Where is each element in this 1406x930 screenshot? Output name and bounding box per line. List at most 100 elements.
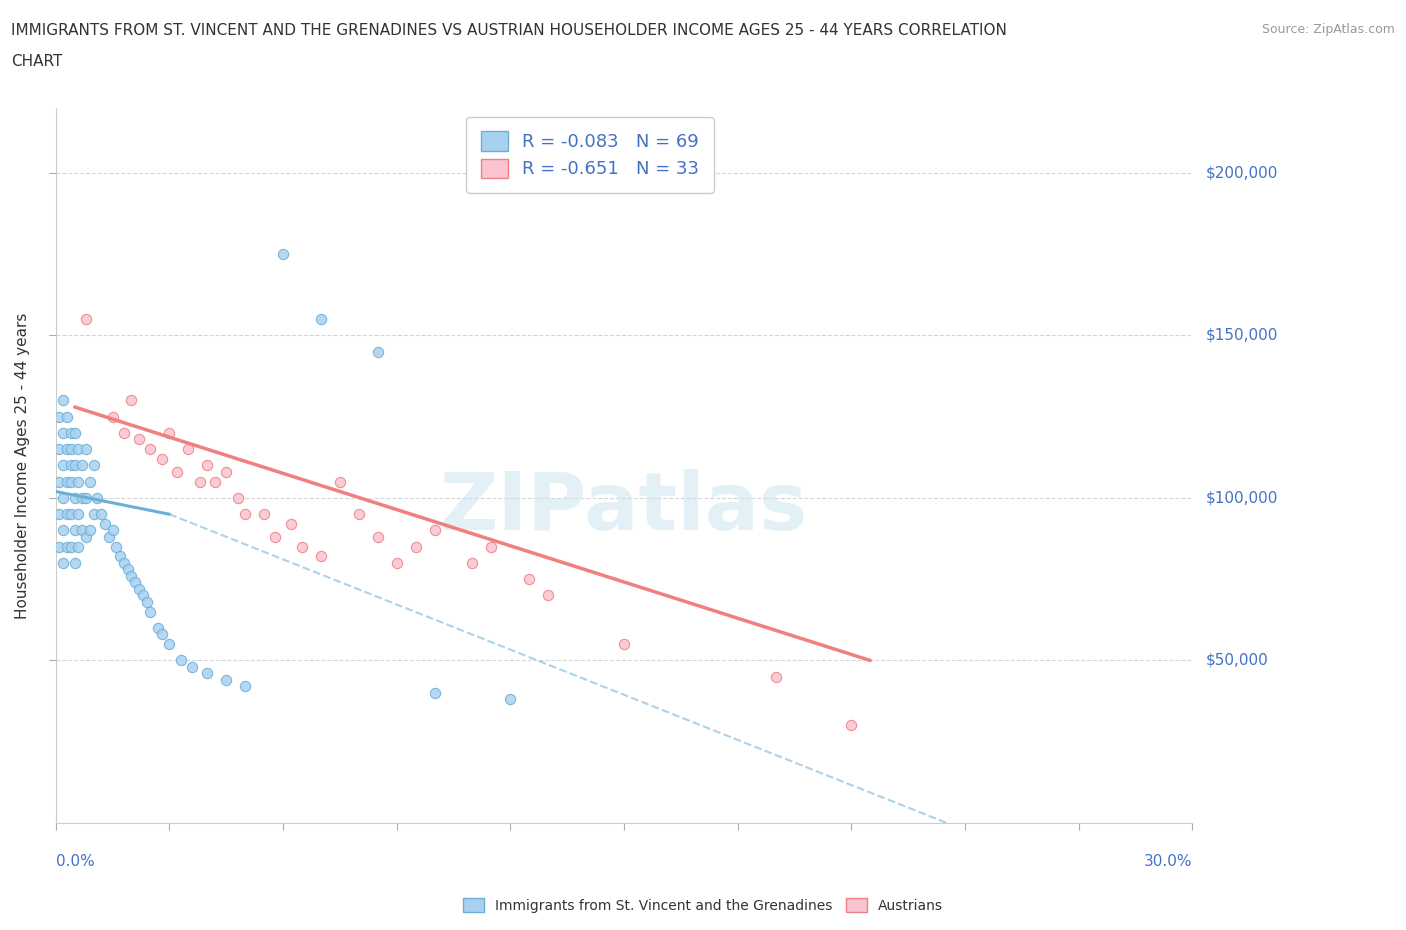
Point [56,539,79,554]
Point [479,539,502,554]
Point [56,409,79,424]
Text: $150,000: $150,000 [1206,328,1278,343]
Point [75,442,97,457]
Point [253,507,276,522]
Point [309,549,332,564]
Point [177,442,200,457]
Legend: R = -0.083   N = 69, R = -0.651   N = 33: R = -0.083 N = 69, R = -0.651 N = 33 [467,117,714,193]
Point [52,555,75,570]
Point [517,572,540,587]
Point [56,507,79,522]
Point [499,692,522,707]
Point [150,627,173,642]
Point [83,458,105,473]
Point [112,555,135,570]
Point [215,672,238,687]
Point [157,637,180,652]
Point [48,507,70,522]
Point [264,529,287,544]
Text: 30.0%: 30.0% [1143,854,1192,869]
Point [63,490,86,505]
Point [70,458,93,473]
Point [67,442,90,457]
Point [52,458,75,473]
Point [839,718,862,733]
Point [48,409,70,424]
Point [67,539,90,554]
Point [75,490,97,505]
Point [329,474,352,489]
Point [128,432,150,447]
Point [347,507,370,522]
Point [59,426,82,441]
Text: IMMIGRANTS FROM ST. VINCENT AND THE GRENADINES VS AUSTRIAN HOUSEHOLDER INCOME AG: IMMIGRANTS FROM ST. VINCENT AND THE GREN… [11,23,1007,38]
Point [613,637,636,652]
Point [117,562,139,577]
Point [59,458,82,473]
Point [56,442,79,457]
Point [48,474,70,489]
Point [367,529,389,544]
Point [139,442,162,457]
Point [195,458,218,473]
Point [97,529,120,544]
Point [124,575,146,590]
Legend: Immigrants from St. Vincent and the Grenadines, Austrians: Immigrants from St. Vincent and the Gren… [457,893,949,919]
Point [112,426,135,441]
Point [367,344,389,359]
Text: CHART: CHART [11,54,63,69]
Point [166,464,188,479]
Point [70,523,93,538]
Point [101,523,124,538]
Point [128,581,150,596]
Point [765,670,787,684]
Point [70,490,93,505]
Point [271,246,294,261]
Point [280,516,302,531]
Point [59,474,82,489]
Y-axis label: Householder Income Ages 25 - 44 years: Householder Income Ages 25 - 44 years [15,312,30,618]
Point [52,393,75,408]
Point [309,312,332,326]
Point [195,666,218,681]
Point [52,490,75,505]
Text: $100,000: $100,000 [1206,490,1278,506]
Point [79,523,101,538]
Point [67,474,90,489]
Point [121,393,143,408]
Point [75,529,97,544]
Point [75,312,97,326]
Point [48,442,70,457]
Text: $200,000: $200,000 [1206,166,1278,180]
Point [52,523,75,538]
Point [423,523,446,538]
Point [537,588,560,603]
Point [181,659,204,674]
Point [94,516,117,531]
Point [188,474,211,489]
Point [291,539,314,554]
Point [121,568,143,583]
Point [101,409,124,424]
Point [59,539,82,554]
Point [139,604,162,619]
Text: Source: ZipAtlas.com: Source: ZipAtlas.com [1261,23,1395,36]
Point [170,653,193,668]
Point [108,549,131,564]
Point [56,474,79,489]
Point [63,555,86,570]
Point [135,594,157,609]
Point [105,539,128,554]
Point [59,442,82,457]
Point [83,507,105,522]
Point [405,539,427,554]
Point [67,507,90,522]
Point [132,588,155,603]
Point [48,539,70,554]
Point [233,679,256,694]
Point [226,490,249,505]
Point [52,426,75,441]
Point [63,523,86,538]
Point [79,474,101,489]
Point [423,685,446,700]
